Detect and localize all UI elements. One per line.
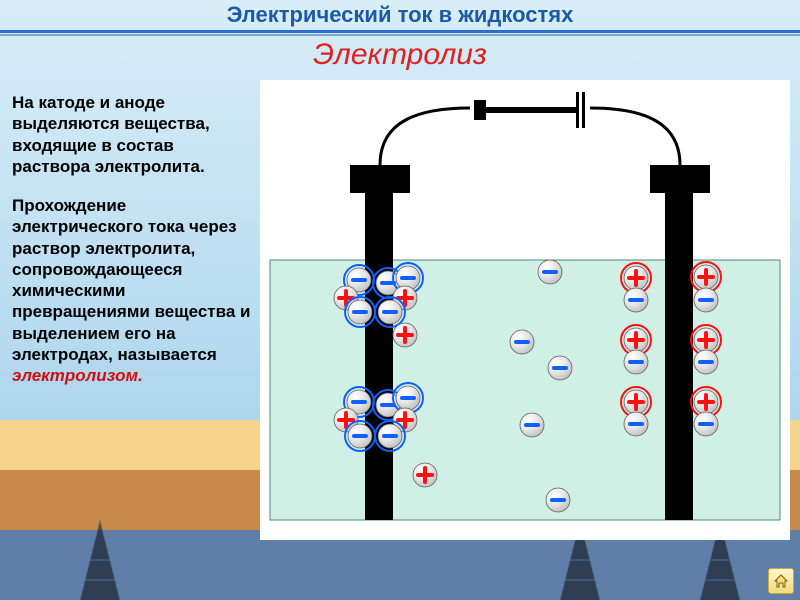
keyword-electrolysis: электролизом.: [12, 366, 143, 385]
paragraph-2-body: Прохождение электрического тока через ра…: [12, 196, 250, 364]
battery: [474, 92, 585, 128]
home-button[interactable]: [768, 568, 794, 594]
electrolysis-diagram: [260, 80, 790, 540]
wire: [380, 108, 680, 165]
paragraph-2: Прохождение электрического тока через ра…: [12, 195, 252, 386]
divider-2: [0, 34, 800, 36]
divider-1: [0, 30, 800, 33]
home-icon: [772, 572, 790, 590]
page-subtitle: Электролиз: [0, 38, 800, 72]
page-header: Электрический ток в жидкостях: [0, 2, 800, 28]
text-column: На катоде и аноде выделяются вещества, в…: [12, 92, 252, 404]
paragraph-1: На катоде и аноде выделяются вещества, в…: [12, 92, 252, 177]
